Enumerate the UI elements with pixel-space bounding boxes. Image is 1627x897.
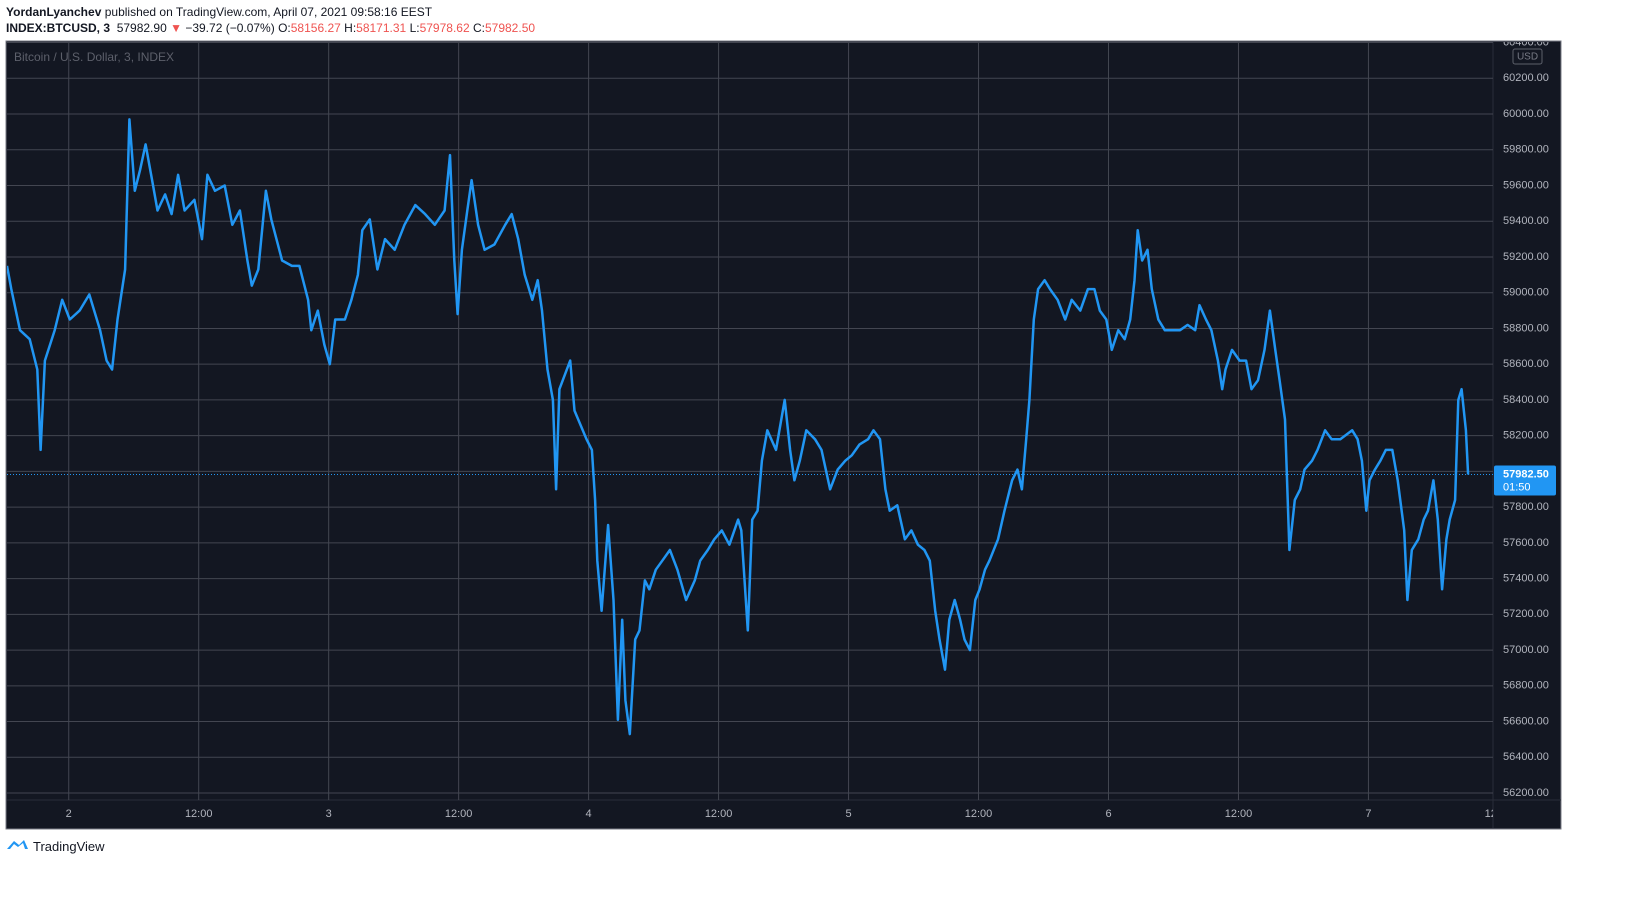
y-tick-label: 59800.00 [1503, 144, 1549, 156]
x-tick-label: 2 [66, 808, 72, 820]
y-tick-label: 57200.00 [1503, 608, 1549, 620]
y-tick-label: 57000.00 [1503, 644, 1549, 656]
y-tick-label: 59200.00 [1503, 251, 1549, 263]
ohlc-value: 58156.27 [290, 21, 341, 35]
y-tick-label: 59400.00 [1503, 215, 1549, 227]
y-tick-label: 60400.00 [1503, 36, 1549, 48]
y-tick-label: 57800.00 [1503, 501, 1549, 513]
x-tick-label: 12:00 [1225, 808, 1253, 820]
y-tick-label: 58600.00 [1503, 358, 1549, 370]
currency-box [1512, 48, 1543, 65]
x-tick-label: 12:00 [1485, 808, 1513, 820]
price-line [7, 118, 1470, 736]
chart-panel [5, 40, 1562, 830]
published: published on TradingView.com, April 07, … [104, 5, 433, 19]
y-tick-label: 56400.00 [1503, 751, 1549, 763]
x-tick-label: 12:00 [965, 808, 993, 820]
y-tick-label: 56600.00 [1503, 715, 1549, 727]
x-tick-label: 6 [1105, 808, 1111, 820]
series-legend: Bitcoin / U.S. Dollar, 3, INDEX [14, 50, 174, 64]
y-tick-label: 60200.00 [1503, 72, 1549, 84]
price-tag [1494, 465, 1556, 496]
ohlc-value: 57982.50 [484, 21, 536, 35]
x-tick-label: 7 [1365, 808, 1371, 820]
y-tick-label: 57600.00 [1503, 537, 1549, 549]
y-tick-label: 59000.00 [1503, 287, 1549, 299]
y-tick-label: 58400.00 [1503, 394, 1549, 406]
ohlc: O:58156.27 H:58171.31 L:57978.62 C:57982… [278, 21, 535, 35]
logo-icon [10, 843, 25, 849]
ohlc-key: L: [409, 21, 420, 35]
x-tick-label: 12:00 [705, 808, 733, 820]
ohlc-key: H: [344, 21, 357, 35]
x-tick-label: 5 [845, 808, 851, 820]
publish-line: YordanLyanchev published on TradingView.… [6, 5, 432, 19]
y-tick-label: 58200.00 [1503, 430, 1549, 442]
y-tick-label: 56800.00 [1503, 680, 1549, 692]
y-tick-label: 60000.00 [1503, 108, 1549, 120]
currency: USD [1517, 52, 1538, 63]
x-tick-label: 12:00 [185, 808, 213, 820]
ohlc-value: 58171.31 [356, 21, 407, 35]
ohlc-key: C: [472, 21, 485, 35]
last: 57982.90 [116, 21, 167, 35]
ohlc-value: 57978.62 [419, 21, 470, 35]
x-tick-label: 4 [586, 808, 592, 820]
countdown: 01:50 [1503, 481, 1531, 493]
publisher: YordanLyanchev [6, 5, 102, 19]
ohlc-key: O: [278, 21, 291, 35]
price-tag-label: 57982.50 [1503, 468, 1549, 480]
x-tick-label: 3 [326, 808, 332, 820]
symbol-line: INDEX:BTCUSD, 3 57982.90 ▼ −39.72 (−0.07… [6, 21, 535, 35]
footer-brand: TradingView [33, 839, 105, 854]
change: −39.72 (−0.07%) [185, 21, 275, 35]
footer-logo [7, 840, 28, 849]
symbol: INDEX:BTCUSD, 3 [6, 21, 111, 35]
down-arrow: ▼ [170, 21, 182, 35]
y-tick-label: 56200.00 [1503, 787, 1549, 799]
x-tick-label: 12:00 [445, 808, 473, 820]
y-tick-label: 57400.00 [1503, 573, 1549, 585]
chart: 56200.00 56400.00 56600.00 56800.00 57000.00… [5, 36, 1562, 830]
y-tick-label: 59600.00 [1503, 179, 1549, 191]
y-tick-label: 58800.00 [1503, 322, 1549, 334]
